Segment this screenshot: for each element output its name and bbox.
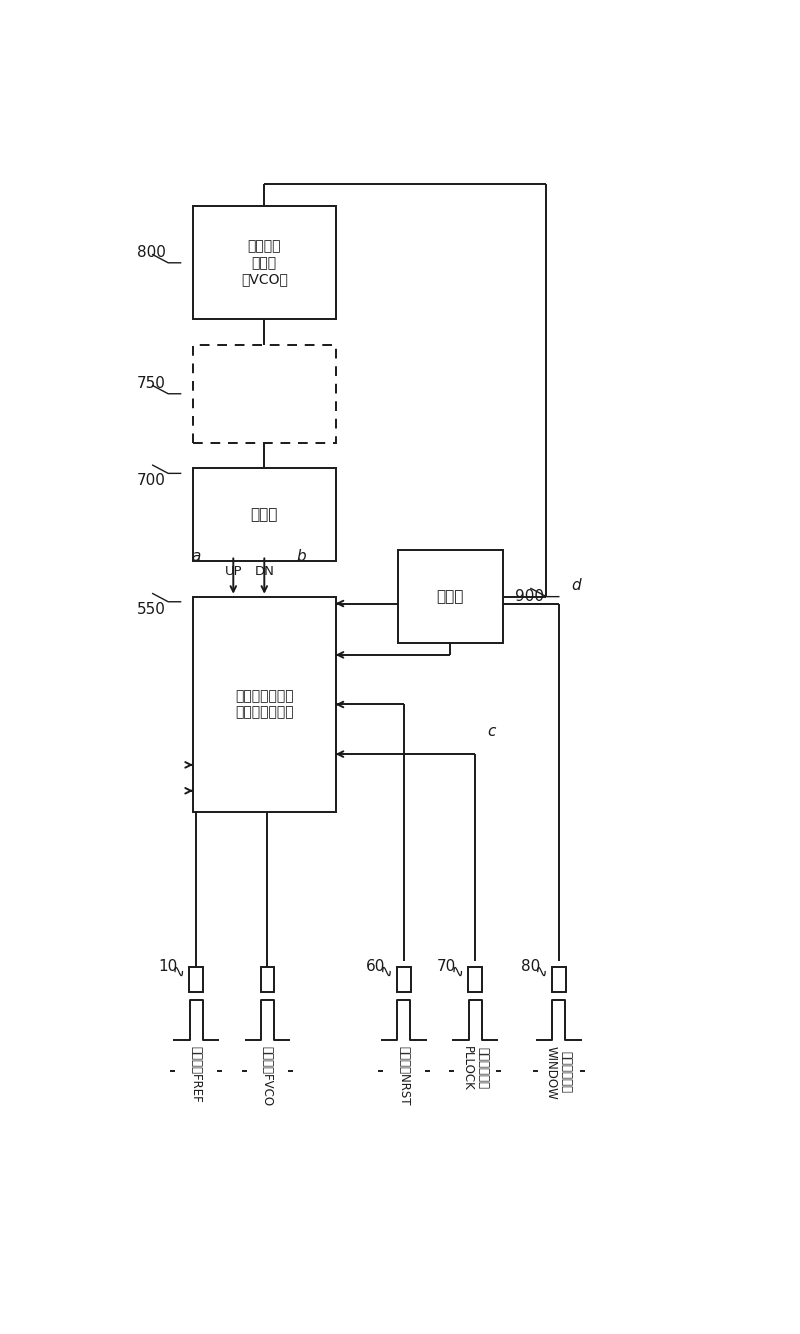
Text: b: b <box>297 550 306 564</box>
Bar <box>468 967 482 992</box>
Text: 比较时间信号
WINDOW: 比较时间信号 WINDOW <box>545 1046 573 1099</box>
Text: 700: 700 <box>138 474 166 488</box>
Text: UP: UP <box>225 564 242 578</box>
Text: 分频器: 分频器 <box>437 590 464 604</box>
Text: 750: 750 <box>138 376 166 391</box>
Text: DN: DN <box>254 564 274 578</box>
Text: 复位信号NRST: 复位信号NRST <box>398 1046 410 1105</box>
Bar <box>261 967 274 992</box>
Bar <box>193 207 336 319</box>
Bar <box>193 596 336 812</box>
Text: 550: 550 <box>138 602 166 616</box>
Bar <box>397 967 410 992</box>
Bar <box>193 468 336 560</box>
Text: 900: 900 <box>515 590 545 604</box>
Text: 电压控制
振荡器
（VCO）: 电压控制 振荡器 （VCO） <box>241 240 288 285</box>
Text: 10: 10 <box>158 959 178 974</box>
Text: 60: 60 <box>366 959 386 974</box>
Text: 附带切换功能的
频率相位比较器: 附带切换功能的 频率相位比较器 <box>235 690 294 719</box>
Text: 比较信号FVCO: 比较信号FVCO <box>261 1046 274 1106</box>
Text: a: a <box>191 550 201 564</box>
Bar <box>552 967 566 992</box>
Text: d: d <box>571 578 581 594</box>
Bar <box>398 551 503 643</box>
Text: 80: 80 <box>521 959 540 974</box>
Text: 800: 800 <box>138 245 166 260</box>
Bar <box>190 967 203 992</box>
Bar <box>193 346 336 443</box>
Text: c: c <box>487 723 496 739</box>
Text: 锁定检测信号
PLLOCK: 锁定检测信号 PLLOCK <box>461 1046 489 1090</box>
Text: 70: 70 <box>438 959 457 974</box>
Text: 电荷泵: 电荷泵 <box>250 507 278 522</box>
Text: 基准信号FREF: 基准信号FREF <box>190 1046 202 1102</box>
